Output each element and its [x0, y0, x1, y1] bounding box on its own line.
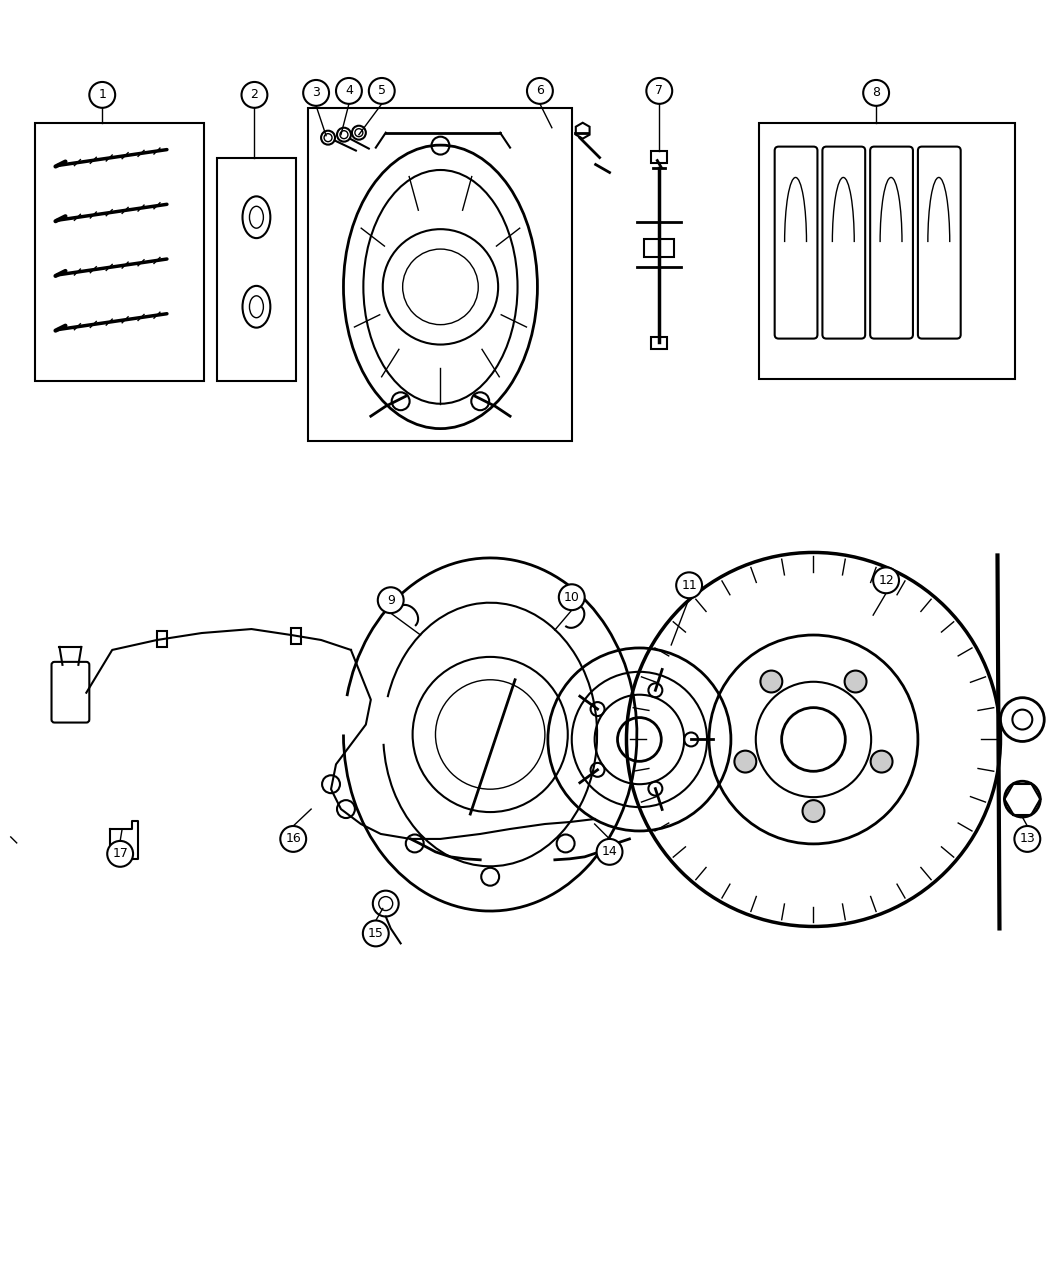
Bar: [216, 158, 296, 381]
Text: 6: 6: [536, 84, 544, 97]
Circle shape: [527, 78, 553, 103]
Circle shape: [369, 78, 395, 103]
Bar: [156, 631, 167, 646]
Text: 16: 16: [286, 833, 301, 845]
Circle shape: [107, 842, 133, 867]
Text: 1: 1: [99, 88, 106, 102]
Circle shape: [844, 671, 866, 692]
Circle shape: [280, 826, 307, 852]
Bar: [651, 337, 667, 348]
Bar: [35, 122, 204, 381]
Circle shape: [647, 78, 672, 103]
Circle shape: [760, 671, 782, 692]
Text: 9: 9: [386, 594, 395, 607]
Text: 7: 7: [655, 84, 664, 97]
Bar: [759, 122, 1015, 380]
Bar: [291, 629, 301, 644]
Circle shape: [378, 588, 403, 613]
Text: 11: 11: [681, 579, 697, 592]
Text: 14: 14: [602, 845, 617, 858]
Circle shape: [676, 572, 702, 598]
Text: 12: 12: [878, 574, 894, 586]
Circle shape: [89, 82, 116, 108]
Circle shape: [596, 839, 623, 864]
Text: 3: 3: [312, 87, 320, 99]
Text: 10: 10: [564, 590, 580, 604]
Bar: [308, 108, 572, 441]
Circle shape: [734, 751, 756, 773]
Text: 15: 15: [368, 927, 383, 940]
Circle shape: [874, 567, 899, 593]
Circle shape: [363, 921, 388, 946]
Text: 2: 2: [251, 88, 258, 102]
Circle shape: [303, 80, 329, 106]
Circle shape: [870, 751, 892, 773]
Text: 8: 8: [873, 87, 880, 99]
Circle shape: [802, 801, 824, 822]
Bar: [645, 240, 674, 258]
Bar: [651, 150, 667, 162]
Circle shape: [863, 80, 889, 106]
Circle shape: [559, 584, 585, 611]
Text: 13: 13: [1020, 833, 1035, 845]
Circle shape: [242, 82, 268, 108]
Circle shape: [1014, 826, 1041, 852]
Text: 17: 17: [112, 848, 128, 861]
Text: 5: 5: [378, 84, 385, 97]
Circle shape: [336, 78, 362, 103]
Text: 4: 4: [345, 84, 353, 97]
